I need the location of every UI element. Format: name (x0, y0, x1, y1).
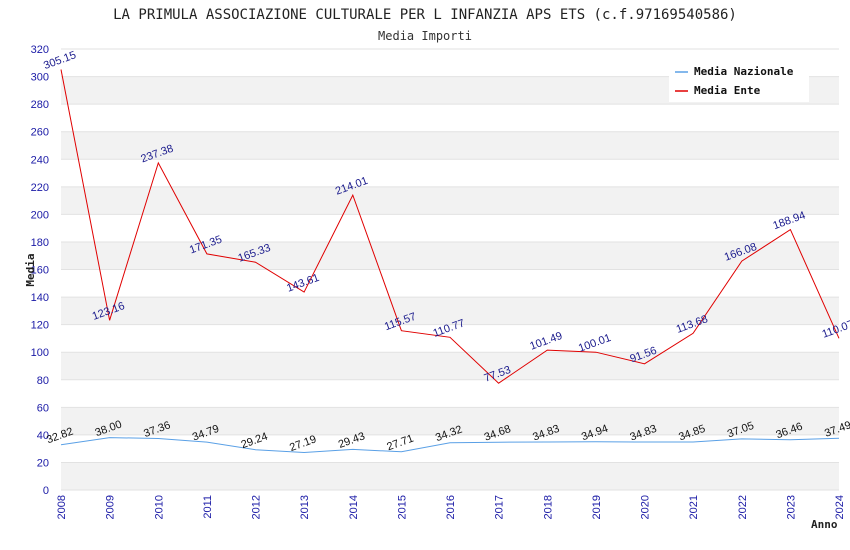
x-tick-label: 2016 (445, 495, 457, 519)
x-tick-label: 2020 (640, 495, 652, 519)
y-tick-label: 260 (31, 127, 49, 139)
x-tick-label: 2015 (396, 495, 408, 519)
x-tick-label: 2018 (542, 495, 554, 519)
series-line-media-nazionale (60, 437, 840, 454)
y-axis-label: Media (24, 253, 37, 286)
grid-band (61, 241, 839, 270)
grid-band (61, 131, 839, 160)
x-tick-label: 2021 (688, 495, 700, 519)
plot-gridlines (61, 48, 839, 491)
x-tick-label: 2013 (299, 495, 311, 519)
x-tick-label: 2010 (153, 495, 165, 519)
y-tick-label: 120 (31, 320, 49, 332)
plot-background-bands (61, 49, 839, 490)
x-axis-label: Anno (811, 518, 838, 531)
y-axis-ticks: 0 20 40 60 80 100 120 140 160 180 200 220 240 260 280 3… (31, 44, 49, 497)
x-tick-label: 2017 (494, 495, 506, 519)
x-tick-label: 2008 (56, 495, 68, 519)
y-tick-label: 180 (31, 237, 49, 249)
x-tick-label: 2022 (737, 495, 749, 519)
y-tick-label: 0 (43, 485, 49, 497)
y-tick-label: 60 (37, 402, 49, 414)
x-tick-label: 2019 (591, 495, 603, 519)
y-tick-label: 100 (31, 347, 49, 359)
x-tick-label: 2012 (251, 495, 263, 519)
grid-band (61, 159, 839, 187)
legend-box (669, 60, 809, 102)
y-tick-label: 240 (31, 154, 49, 166)
y-tick-label: 140 (31, 292, 49, 304)
grid-band (61, 214, 839, 242)
chart-title: LA PRIMULA ASSOCIAZIONE CULTURALE PER L … (113, 7, 737, 23)
y-tick-label: 40 (37, 430, 49, 442)
legend-label-media-ente: Media Ente (694, 84, 761, 97)
grid-band (61, 104, 839, 132)
grid-band (61, 379, 839, 408)
y-tick-label: 200 (31, 209, 49, 221)
y-tick-label: 220 (31, 182, 49, 194)
grid-band (61, 434, 839, 463)
x-tick-label: 2014 (348, 495, 360, 519)
grid-band (61, 186, 839, 215)
chart-subtitle: Media Importi (378, 29, 472, 43)
grid-band (61, 324, 839, 353)
grid-band (61, 352, 839, 380)
x-axis-ticks: 2008 2009 2010 2011 2012 2013 2014 2015 2016 2017… (56, 495, 846, 519)
grid-band (61, 462, 839, 490)
series-lines (60, 69, 840, 454)
y-tick-label: 300 (31, 72, 49, 84)
grid-band (61, 297, 839, 325)
grid-band (61, 269, 839, 298)
y-tick-label: 80 (37, 375, 49, 387)
legend: Media Nazionale Media Ente (669, 60, 809, 102)
x-tick-label: 2023 (785, 495, 797, 519)
y-tick-label: 160 (31, 265, 49, 277)
x-tick-label: 2024 (834, 495, 846, 519)
y-tick-label: 20 (37, 457, 49, 469)
legend-label-media-nazionale: Media Nazionale (694, 65, 794, 78)
series-line-media-ente (60, 69, 840, 384)
grid-band (61, 407, 839, 435)
x-tick-label: 2009 (105, 495, 117, 519)
x-tick-label: 2011 (202, 495, 214, 519)
y-tick-label: 280 (31, 99, 49, 111)
y-tick-label: 320 (31, 44, 49, 56)
